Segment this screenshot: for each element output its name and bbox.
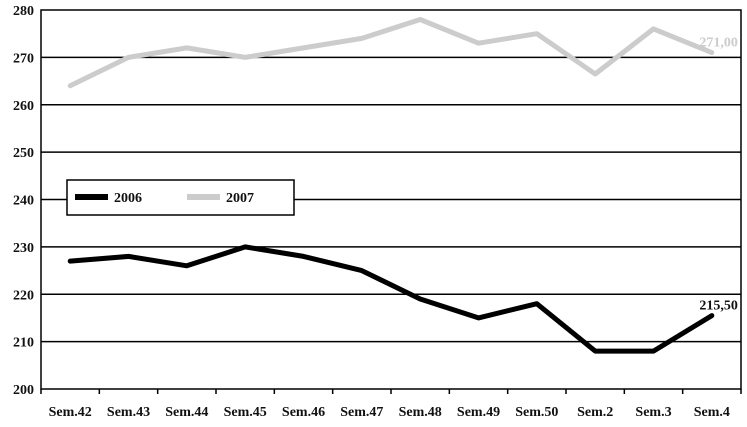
x-tick-label: Sem.3 — [635, 405, 671, 420]
x-tick-label: Sem.48 — [399, 405, 442, 420]
x-tick-label: Sem.46 — [282, 405, 325, 420]
series-lines — [67, 17, 715, 354]
y-tick-label: 250 — [13, 146, 34, 161]
y-tick-label: 240 — [13, 194, 34, 209]
end-labels: 215,50 271,00 — [699, 36, 738, 314]
x-tick-label: Sem.43 — [107, 405, 150, 420]
legend-label-2007: 2007 — [226, 191, 254, 206]
x-axis-ticks: Sem.42 Sem.43 Sem.44 Sem.45 Sem.46 Sem.47 Sem.… — [40, 389, 742, 420]
legend: 2006 2007 — [66, 179, 295, 216]
series-line-2007 — [67, 17, 715, 89]
series-line-2006 — [67, 244, 715, 354]
x-tick-label: Sem.44 — [165, 405, 208, 420]
y-tick-label: 220 — [13, 288, 34, 303]
x-tick-label: Sem.50 — [515, 405, 558, 420]
x-tick-label: Sem.47 — [340, 405, 383, 420]
y-tick-label: 200 — [13, 383, 34, 398]
x-tick-label: Sem.49 — [457, 405, 500, 420]
end-label-2007: 271,00 — [699, 36, 738, 51]
y-tick-label: 270 — [13, 51, 34, 66]
x-tick-label: Sem.45 — [224, 405, 267, 420]
y-tick-label: 280 — [13, 4, 34, 19]
x-tick-label: Sem.2 — [577, 405, 613, 420]
y-axis-ticks: 200 210 220 230 240 250 260 270 280 — [13, 4, 34, 398]
x-tick-label: Sem.4 — [694, 405, 730, 420]
legend-label-2006: 2006 — [114, 191, 142, 206]
end-label-2006: 215,50 — [699, 299, 738, 314]
y-tick-label: 260 — [13, 99, 34, 114]
y-tick-label: 230 — [13, 241, 34, 256]
y-tick-label: 210 — [13, 336, 34, 351]
x-tick-label: Sem.42 — [49, 405, 92, 420]
